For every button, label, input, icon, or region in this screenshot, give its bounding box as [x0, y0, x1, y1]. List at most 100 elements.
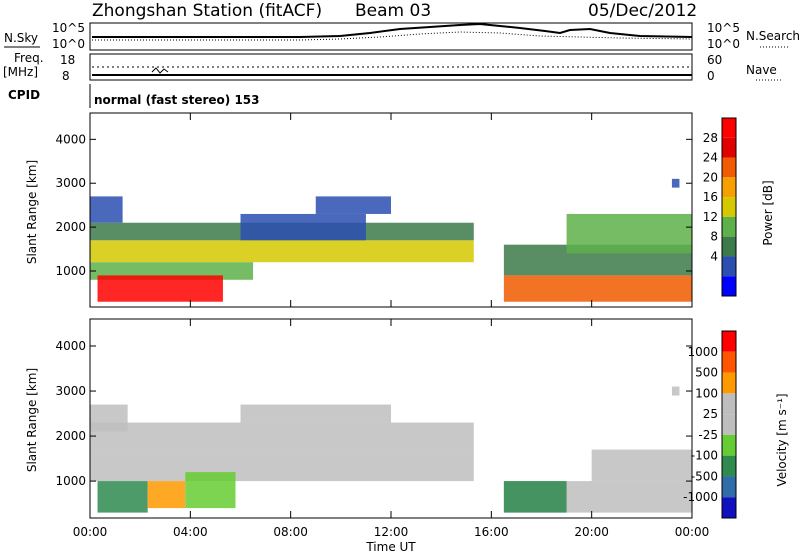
- power-colorbar-tick-label: 12: [703, 210, 718, 224]
- velocity-colorbar-swatch: [722, 476, 736, 498]
- power-region: [671, 178, 680, 188]
- velocity-colorbar-swatch: [722, 414, 736, 435]
- cpid-label: CPID: [8, 88, 40, 102]
- freq-tick-top: 18: [60, 53, 75, 67]
- power-colorbar-label: Power [dB]: [761, 180, 775, 245]
- power-panel: 1000 2000 3000 4000 Slant Range [km] 28 24 20…: [25, 112, 775, 308]
- velocity-xtick-label: 08:00: [273, 525, 308, 539]
- velocity-colorbar-tick-label: -25: [698, 428, 718, 442]
- nsearch-tick-top: 10^5: [707, 21, 740, 35]
- velocity-colorbar-frame: [721, 330, 737, 519]
- power-ytick-label: 3000: [55, 176, 86, 190]
- power-ytick-label: 1000: [55, 264, 86, 278]
- velocity-xtick-label: 12:00: [374, 525, 409, 539]
- freq-tick-bottom: 8: [62, 69, 70, 83]
- velocity-ytick-label: 2000: [55, 429, 86, 443]
- power-region: [90, 240, 474, 263]
- velocity-region: [671, 386, 680, 396]
- date-label: 05/Dec/2012: [588, 1, 697, 21]
- velocity-colorbar-swatch: [722, 434, 736, 456]
- velocity-colorbar-label: Velocity [m s⁻¹]: [775, 393, 789, 486]
- power-colorbar-tick-label: 16: [703, 190, 718, 204]
- velocity-region: [503, 481, 567, 513]
- station-title: Zhongshan Station (fitACF): [92, 1, 322, 21]
- velocity-ytick-label: 4000: [55, 339, 86, 353]
- nsky-tick-bottom: 10^0: [52, 37, 85, 51]
- velocity-region: [97, 481, 148, 513]
- power-colorbar-swatch: [722, 137, 736, 158]
- velocity-colorbar-swatch: [722, 351, 736, 373]
- power-region: [503, 275, 692, 302]
- power-colorbar-swatch: [722, 216, 736, 237]
- freq-unit-label: [MHz]: [3, 65, 38, 79]
- velocity-xtick-label: 04:00: [173, 525, 208, 539]
- velocity-colorbar-swatch: [722, 393, 736, 415]
- freq-label: Freq.: [14, 51, 44, 65]
- nsky-trace: [92, 22, 693, 38]
- velocity-x-axis: 00:00 04:00 08:00 12:00 16:00 20:00 00:00: [73, 319, 709, 539]
- power-colorbar-swatch: [722, 177, 736, 198]
- power-heatmap: [90, 178, 692, 302]
- power-region: [240, 213, 366, 241]
- velocity-colorbar-swatch: [722, 455, 736, 477]
- nsearch-tick-bottom: 10^0: [707, 37, 740, 51]
- power-colorbar-swatch: [722, 157, 736, 178]
- power-ylabel: Slant Range [km]: [25, 160, 39, 264]
- cpid-text: normal (fast stereo) 153: [94, 93, 260, 107]
- nave-tick-top: 60: [707, 53, 722, 67]
- velocity-colorbar-swatch: [722, 372, 736, 394]
- velocity-region: [240, 404, 391, 423]
- power-x-ticks: [89, 113, 693, 307]
- nsky-label: N.Sky: [4, 31, 38, 45]
- velocity-region: [147, 481, 186, 509]
- velocity-region: [90, 422, 474, 450]
- velocity-xlabel: Time UT: [365, 540, 416, 554]
- velocity-region: [591, 449, 692, 482]
- velocity-colorbar-tick-label: 1000: [687, 345, 718, 359]
- velocity-region: [90, 404, 128, 432]
- power-colorbar-tick-label: 4: [710, 249, 718, 263]
- power-colorbar-swatch: [722, 256, 736, 277]
- velocity-xtick-label: 20:00: [574, 525, 609, 539]
- velocity-colorbar-tick-label: 500: [695, 366, 718, 380]
- noise-panel: N.Sky 10^5 10^0 10^5 10^0 N.Search: [4, 21, 800, 51]
- power-colorbar-tick-label: 8: [710, 230, 718, 244]
- power-colorbar: 28 24 20 16 12 8 4: [703, 117, 737, 297]
- velocity-colorbar-tick-label: -100: [691, 449, 718, 463]
- power-colorbar-swatch: [722, 276, 736, 296]
- power-region: [90, 196, 123, 223]
- power-colorbar-frame: [721, 117, 737, 297]
- nsearch-label: N.Search: [746, 29, 800, 43]
- velocity-colorbar: 1000 500 100 25 -25 -100 -500 -1000: [683, 330, 737, 519]
- power-colorbar-tick-label: 24: [703, 151, 718, 165]
- nave-tick-bottom: 0: [707, 69, 715, 83]
- velocity-y-axis: 1000 2000 3000 4000: [55, 339, 692, 488]
- velocity-colorbar-tick-label: 25: [703, 407, 718, 421]
- velocity-region: [185, 472, 236, 509]
- power-region: [315, 196, 391, 214]
- velocity-colorbar-tick-label: -500: [691, 469, 718, 483]
- power-ytick-label: 2000: [55, 220, 86, 234]
- velocity-region: [90, 449, 474, 482]
- power-colorbar-tick-label: 28: [703, 131, 718, 145]
- velocity-colorbar-swatch: [722, 331, 736, 352]
- velocity-colorbar-tick-label: -1000: [683, 490, 718, 504]
- beam-label: Beam 03: [355, 1, 431, 21]
- power-region: [566, 213, 692, 254]
- velocity-ylabel: Slant Range [km]: [25, 368, 39, 472]
- power-ytick-label: 4000: [55, 132, 86, 146]
- nave-label: Nave: [746, 63, 777, 77]
- freq-panel: Freq. [MHz] 18 8 60 0 Nave: [3, 51, 782, 83]
- nsearch-trace: [92, 31, 693, 41]
- velocity-heatmap: [90, 386, 692, 513]
- velocity-xtick-label: 16:00: [474, 525, 509, 539]
- power-colorbar-tick-label: 20: [703, 170, 718, 184]
- power-colorbar-swatch: [722, 197, 736, 217]
- velocity-xtick-label: 00:00: [73, 525, 108, 539]
- velocity-ytick-label: 1000: [55, 474, 86, 488]
- velocity-ytick-label: 3000: [55, 384, 86, 398]
- power-colorbar-swatch: [722, 236, 736, 257]
- nsky-tick-top: 10^5: [52, 21, 85, 35]
- velocity-colorbar-tick-label: 100: [695, 386, 718, 400]
